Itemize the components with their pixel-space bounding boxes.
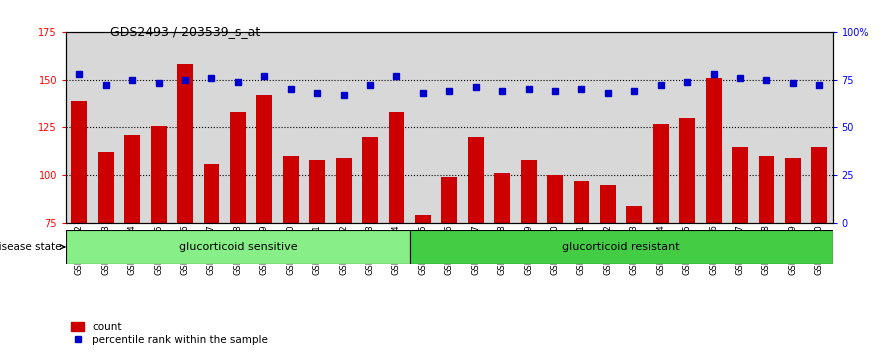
Bar (521, 160, 537, 223)
Bar (468, 137, 484, 223)
Bar (362, 137, 378, 223)
Bar (441, 177, 457, 223)
Bar (66, 230, 410, 264)
Bar (653, 124, 669, 223)
Bar (600, 185, 616, 223)
Bar (256, 95, 272, 223)
Bar (811, 147, 827, 223)
Bar (759, 156, 774, 223)
Bar (124, 135, 140, 223)
Bar (389, 112, 404, 223)
Text: glucorticoid sensitive: glucorticoid sensitive (179, 242, 297, 252)
Bar (415, 215, 431, 223)
Text: disease state: disease state (0, 242, 65, 252)
Legend: count, percentile rank within the sample: count, percentile rank within the sample (71, 322, 268, 345)
Bar (204, 164, 219, 223)
Text: GDS2493 / 203539_s_at: GDS2493 / 203539_s_at (110, 25, 261, 38)
Bar (283, 156, 299, 223)
Bar (494, 173, 510, 223)
Bar (177, 64, 193, 223)
Text: glucorticoid resistant: glucorticoid resistant (562, 242, 680, 252)
Bar (574, 181, 589, 223)
Bar (71, 101, 87, 223)
Bar (679, 118, 695, 223)
Bar (151, 126, 167, 223)
Bar (98, 152, 114, 223)
Bar (410, 230, 833, 264)
Bar (309, 160, 325, 223)
Bar (785, 158, 801, 223)
Bar (336, 158, 352, 223)
Bar (706, 78, 722, 223)
Bar (732, 147, 748, 223)
Bar (230, 112, 246, 223)
Bar (626, 206, 642, 223)
Bar (547, 175, 563, 223)
